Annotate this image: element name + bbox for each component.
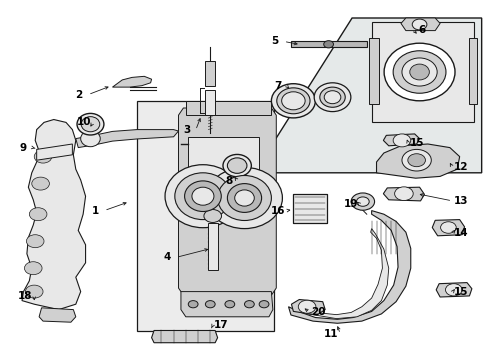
Text: 5: 5	[271, 36, 278, 46]
Polygon shape	[205, 61, 215, 86]
Polygon shape	[293, 194, 326, 223]
Ellipse shape	[227, 158, 246, 174]
Polygon shape	[207, 223, 217, 270]
Polygon shape	[376, 144, 459, 178]
Polygon shape	[22, 120, 85, 310]
Ellipse shape	[164, 165, 240, 228]
Text: 8: 8	[225, 176, 232, 186]
Polygon shape	[288, 211, 410, 323]
Text: 3: 3	[183, 125, 190, 135]
Circle shape	[26, 235, 44, 248]
Polygon shape	[205, 90, 215, 115]
Polygon shape	[291, 300, 325, 315]
Text: 20: 20	[311, 307, 325, 318]
Text: 1: 1	[92, 206, 99, 216]
Polygon shape	[431, 220, 464, 236]
Polygon shape	[39, 308, 76, 322]
Polygon shape	[371, 22, 473, 122]
Text: 15: 15	[409, 138, 424, 148]
Ellipse shape	[81, 130, 100, 147]
Text: 9: 9	[20, 143, 27, 153]
Ellipse shape	[234, 190, 254, 206]
Circle shape	[29, 208, 47, 221]
Circle shape	[394, 187, 412, 201]
Polygon shape	[435, 283, 471, 297]
Circle shape	[32, 177, 49, 190]
Circle shape	[259, 301, 268, 308]
Circle shape	[356, 197, 368, 206]
Ellipse shape	[217, 175, 271, 220]
Polygon shape	[151, 330, 217, 343]
Polygon shape	[290, 41, 366, 47]
Ellipse shape	[81, 117, 100, 132]
Polygon shape	[185, 101, 271, 115]
Polygon shape	[383, 134, 419, 146]
Text: 17: 17	[214, 320, 228, 330]
Polygon shape	[178, 108, 276, 295]
Circle shape	[224, 301, 234, 308]
Polygon shape	[468, 38, 476, 104]
Polygon shape	[37, 144, 72, 160]
Polygon shape	[76, 130, 178, 148]
Ellipse shape	[281, 92, 305, 110]
Ellipse shape	[319, 87, 345, 107]
Ellipse shape	[227, 184, 261, 212]
Circle shape	[350, 193, 374, 210]
Circle shape	[34, 150, 52, 163]
Ellipse shape	[409, 64, 428, 80]
Ellipse shape	[223, 154, 251, 177]
Ellipse shape	[384, 43, 454, 101]
Polygon shape	[307, 229, 388, 319]
Ellipse shape	[276, 88, 309, 114]
Circle shape	[323, 41, 333, 48]
Text: 11: 11	[324, 329, 338, 339]
Ellipse shape	[314, 83, 350, 112]
Ellipse shape	[206, 167, 282, 229]
Text: 15: 15	[453, 287, 468, 297]
Text: 4: 4	[163, 252, 171, 262]
Text: 7: 7	[273, 81, 281, 91]
Circle shape	[407, 154, 425, 167]
Text: 2: 2	[76, 90, 82, 100]
Ellipse shape	[184, 181, 221, 211]
Circle shape	[445, 284, 461, 296]
Circle shape	[392, 134, 410, 147]
Circle shape	[25, 285, 43, 298]
Circle shape	[205, 301, 215, 308]
Text: 19: 19	[343, 199, 358, 210]
Circle shape	[440, 222, 455, 233]
Circle shape	[24, 262, 42, 275]
Text: 13: 13	[453, 196, 468, 206]
Polygon shape	[254, 18, 481, 173]
Text: 12: 12	[453, 162, 468, 172]
Text: 18: 18	[18, 291, 33, 301]
Ellipse shape	[77, 113, 104, 135]
Circle shape	[188, 301, 198, 308]
Polygon shape	[112, 76, 151, 87]
Ellipse shape	[392, 51, 445, 93]
Ellipse shape	[191, 187, 214, 205]
Circle shape	[228, 194, 240, 203]
Circle shape	[203, 210, 221, 222]
Polygon shape	[188, 137, 259, 173]
Text: 10: 10	[77, 117, 91, 127]
Text: 14: 14	[453, 228, 468, 238]
Bar	[137, 101, 273, 331]
Circle shape	[298, 300, 315, 313]
Polygon shape	[368, 38, 378, 104]
Ellipse shape	[324, 91, 340, 104]
Polygon shape	[400, 18, 439, 31]
Ellipse shape	[175, 173, 231, 220]
Ellipse shape	[401, 58, 436, 86]
Polygon shape	[181, 292, 272, 317]
Text: 16: 16	[270, 206, 285, 216]
Polygon shape	[383, 187, 424, 201]
Text: 6: 6	[418, 24, 425, 35]
Circle shape	[411, 19, 426, 30]
Circle shape	[401, 149, 430, 171]
Ellipse shape	[271, 84, 315, 118]
Circle shape	[244, 301, 254, 308]
